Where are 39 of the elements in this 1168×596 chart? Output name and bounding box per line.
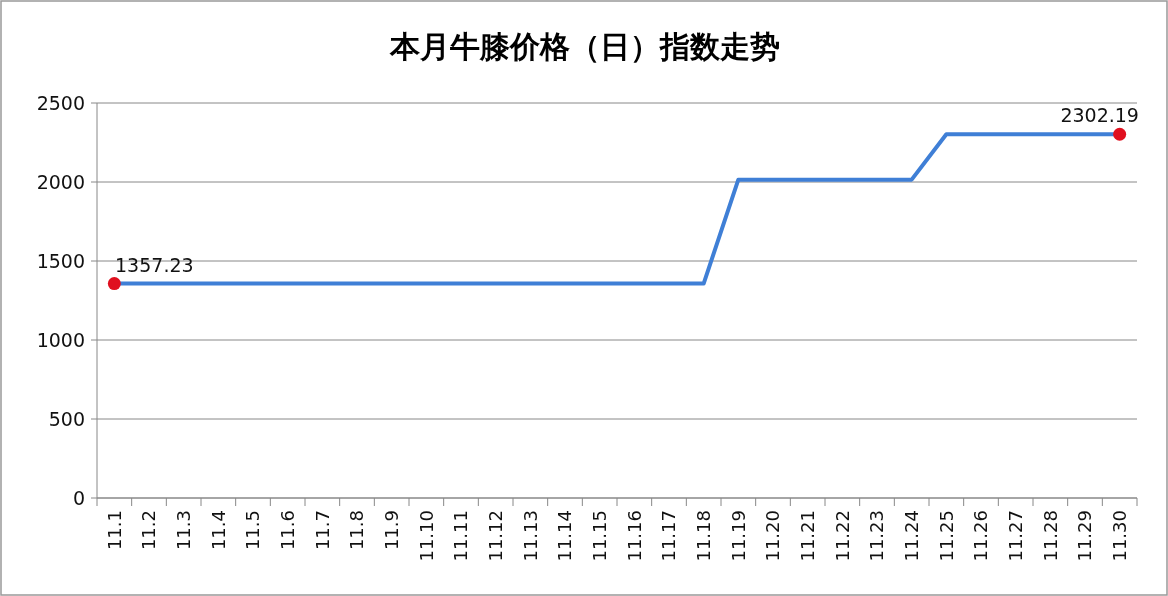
x-tick-label: 11.22 [831,510,853,562]
x-tick-label: 11.1 [103,510,125,551]
y-tick-label: 500 [48,407,85,430]
data-label: 2302.19 [1060,104,1139,127]
x-tick-label: 11.19 [727,510,749,562]
x-tick-label: 11.28 [1039,510,1061,562]
x-tick-label: 11.7 [311,510,333,551]
y-tick-label: 2000 [36,170,85,193]
x-tick-label: 11.25 [935,510,957,562]
x-tick-label: 11.18 [692,510,714,562]
x-tick-label: 11.5 [242,510,264,551]
x-tick-label: 11.3 [172,510,194,551]
x-tick-label: 11.20 [762,510,784,562]
x-tick-label: 11.30 [1108,510,1130,562]
data-label: 1357.23 [115,253,194,276]
x-tick-label: 11.6 [276,510,298,551]
x-tick-label: 11.15 [588,510,610,562]
x-tick-label: 11.26 [970,510,992,562]
x-tick-label: 11.4 [207,510,229,551]
y-tick-label: 2500 [36,91,85,114]
x-tick-label: 11.9 [380,510,402,551]
x-tick-label: 11.8 [346,510,368,551]
x-tick-label: 11.23 [866,510,888,562]
x-tick-label: 11.12 [484,510,506,562]
x-tick-label: 11.27 [1004,510,1026,562]
x-tick-label: 11.13 [519,510,541,562]
x-tick-label: 11.29 [1074,510,1096,562]
y-tick-label: 1500 [36,249,85,272]
chart-title: 本月牛膝价格（日）指数走势 [389,29,780,64]
x-tick-label: 11.14 [554,510,576,562]
y-tick-label: 1000 [36,328,85,351]
x-tick-label: 11.2 [138,510,160,551]
x-tick-label: 11.24 [900,510,922,562]
y-tick-label: 0 [72,486,85,509]
x-tick-label: 11.17 [658,510,680,562]
x-tick-label: 11.10 [415,510,437,562]
x-tick-label: 11.11 [450,510,472,562]
x-tick-label: 11.21 [796,510,818,562]
x-tick-label: 11.16 [623,510,645,562]
